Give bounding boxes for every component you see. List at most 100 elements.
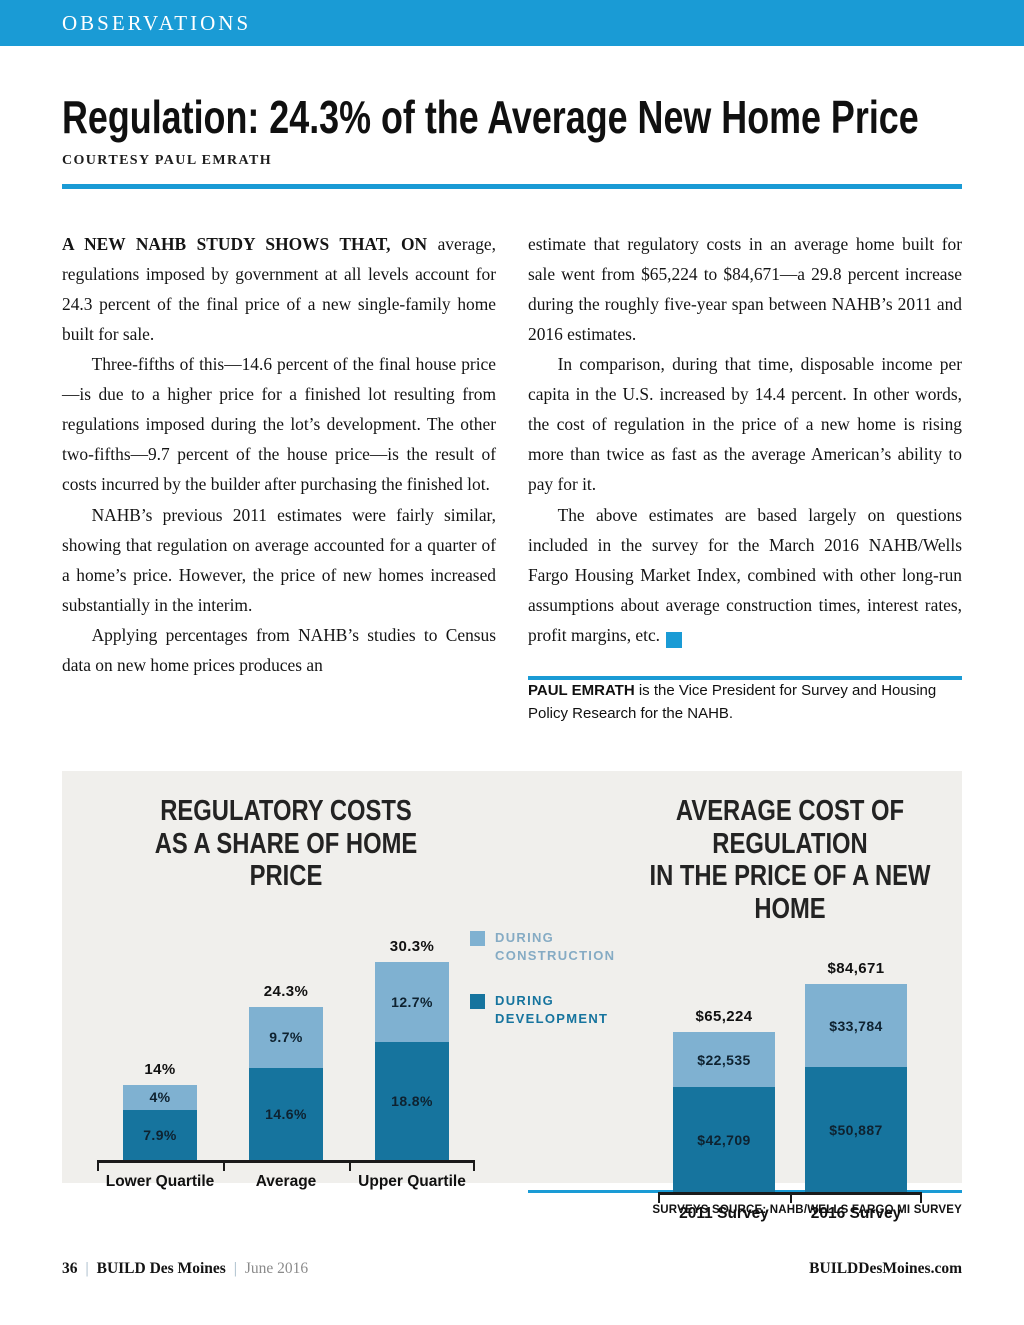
end-mark: B <box>666 632 704 649</box>
bio-rule <box>528 676 962 681</box>
legend-item-development: DURING DEVELOPMENT <box>470 992 615 1028</box>
bar-total-label: 30.3% <box>389 937 435 955</box>
lead-in: A NEW NAHB STUDY SHOWS THAT, ON <box>62 233 428 254</box>
source-note: SURVEYS SOURCE: NAHB/WELLS FARGO MI SURV… <box>652 1204 962 1217</box>
chart-title-line: AVERAGE COST OF REGULATION <box>675 795 905 860</box>
legend-label-construction: DURING CONSTRUCTION <box>495 929 615 965</box>
byline: COURTESY PAUL EMRATH <box>62 152 273 168</box>
bars-area: 14% 4% 7.9% 24.3% 9.7% 14.6% 30.3% 12.7% 18.8% <box>97 909 475 1171</box>
bar-column: 24.3% 9.7% 14.6% <box>223 909 349 1160</box>
category-label: 2011 Survey <box>679 1205 769 1222</box>
footer-separator: | <box>233 1260 237 1278</box>
legend-swatch-construction <box>470 931 485 947</box>
chart-title-line: AS A SHARE OF HOME PRICE <box>154 827 418 893</box>
bar-segment-top: 9.7% <box>249 1006 323 1068</box>
bar-segment-value: $22,535 <box>697 1051 751 1068</box>
bar-segment-value: $42,709 <box>697 1131 751 1148</box>
bar-total-label: 14% <box>144 1060 176 1078</box>
bars-area: $65,224 $22,535 $42,709 $84,671 $33,784 $50,8… <box>658 941 922 1203</box>
bar-segment-top: $22,535 <box>673 1032 775 1087</box>
page-footer: 36 | BUILD Des Moines | June 2016 BUILDDesMo… <box>62 1260 962 1278</box>
bar-segment-value: 7.9% <box>143 1126 177 1143</box>
bar-segment-value: 18.8% <box>391 1092 433 1109</box>
bar-column: 30.3% 12.7% 18.8% <box>349 909 475 1160</box>
bar-column: 14% 4% 7.9% <box>97 909 223 1160</box>
issue-date: June 2016 <box>244 1260 309 1278</box>
plot-area: $65,224 $22,535 $42,709 $84,671 $33,784 $50,8… <box>618 941 962 1223</box>
chart-title: REGULATORY COSTS AS A SHARE OF HOME PRIC… <box>127 795 445 892</box>
closing-text: The above estimates are based largely on… <box>528 504 962 646</box>
lead-text: average, regulations imposed by governme… <box>62 233 496 344</box>
bar-segment-top: 4% <box>123 1084 197 1110</box>
axis-tick <box>920 1195 922 1203</box>
bar-segment-value: 9.7% <box>269 1029 303 1046</box>
plot-area: 14% 4% 7.9% 24.3% 9.7% 14.6% 30.3% 12.7% 18.8% L… <box>92 909 480 1191</box>
axis-tick <box>473 1162 475 1171</box>
bar-segment-bottom: 18.8% <box>375 1041 449 1160</box>
bar-segment-bottom: $42,709 <box>673 1087 775 1192</box>
chart-legend: DURING CONSTRUCTION DURING DEVELOPMENT <box>470 929 615 1028</box>
legend-line: DURING <box>495 992 555 1008</box>
charts-panel: REGULATORY COSTS AS A SHARE OF HOME PRIC… <box>62 771 962 1222</box>
bar-column: $84,671 $33,784 $50,887 <box>790 941 922 1192</box>
paragraph: In comparison, during that time, disposa… <box>528 354 962 495</box>
section-banner: OBSERVATIONS <box>0 0 1024 46</box>
legend-line: DEVELOPMENT <box>495 1010 609 1026</box>
author-bio-text: is the Vice President for Survey and Hou… <box>528 682 937 722</box>
axis-tick <box>223 1162 225 1171</box>
bar-segment-bottom: 7.9% <box>123 1109 197 1160</box>
article-body: A NEW NAHB STUDY SHOWS THAT, ON average,… <box>62 229 962 726</box>
paragraph-continuation: estimate that regulatory costs in an ave… <box>528 233 962 344</box>
bar-segment-value: 4% <box>149 1089 171 1106</box>
bar-segment-top: $33,784 <box>805 984 907 1067</box>
author-bio: PAUL EMRATH is the Vice President for Su… <box>528 680 962 725</box>
bar-total-label: $84,671 <box>827 960 885 977</box>
axis-tick <box>658 1195 660 1203</box>
chart-title-line: IN THE PRICE OF A NEW HOME <box>649 860 931 925</box>
bar-total-label: 24.3% <box>263 982 309 1000</box>
legend-item-construction: DURING CONSTRUCTION <box>470 929 615 965</box>
title-rule <box>62 183 962 189</box>
paragraph: Applying percentages from NAHB’s studies… <box>62 625 496 676</box>
category-labels: Lower Quartile Average Upper Quartile <box>97 1163 475 1191</box>
footer-right: BUILDDesMoines.com <box>809 1260 962 1278</box>
bar-segment-value: $50,887 <box>829 1121 883 1138</box>
paragraph: Three-fifths of this—14.6 percent of the… <box>62 354 496 495</box>
category-label: Upper Quartile <box>358 1172 466 1190</box>
bar-segment-bottom: $50,887 <box>805 1067 907 1192</box>
paragraph: NAHB’s previous 2011 estimates were fair… <box>62 504 496 615</box>
footer-separator: | <box>85 1260 89 1278</box>
chart-title-line: REGULATORY COSTS <box>160 795 412 828</box>
bar-segment-value: 14.6% <box>265 1105 307 1122</box>
legend-label-development: DURING DEVELOPMENT <box>495 992 608 1028</box>
website-url: BUILDDesMoines.com <box>809 1260 962 1278</box>
article-title: Regulation: 24.3% of the Average New Hom… <box>62 91 919 143</box>
bar-segment-value: $33,784 <box>829 1017 883 1034</box>
chart-regulatory-costs: REGULATORY COSTS AS A SHARE OF HOME PRIC… <box>92 795 480 1190</box>
bar-segment-bottom: 14.6% <box>249 1067 323 1160</box>
bar-segment-value: 12.7% <box>391 993 433 1010</box>
category-label: Lower Quartile <box>105 1172 215 1190</box>
legend-line: DURING <box>495 930 555 946</box>
right-column: estimate that regulatory costs in an ave… <box>528 229 962 726</box>
chart-average-cost: AVERAGE COST OF REGULATION IN THE PRICE … <box>618 795 962 1223</box>
category-label: Average <box>255 1172 317 1190</box>
bar-total-label: $65,224 <box>695 1008 753 1025</box>
page-number: 36 <box>62 1260 78 1278</box>
legend-line: CONSTRUCTION <box>495 948 616 964</box>
axis-tick <box>349 1162 351 1171</box>
bar-column: $65,224 $22,535 $42,709 <box>658 941 790 1192</box>
category-labels: 2011 Survey 2016 Survey <box>658 1195 922 1223</box>
category-label: 2016 Survey <box>810 1205 902 1222</box>
footer-left: 36 | BUILD Des Moines | June 2016 <box>62 1260 308 1278</box>
author-name: PAUL EMRATH <box>528 682 635 700</box>
publication-name: BUILD Des Moines <box>96 1260 226 1278</box>
axis-tick <box>97 1162 99 1171</box>
closing-paragraph: The above estimates are based largely on… <box>528 500 962 651</box>
lead-paragraph: A NEW NAHB STUDY SHOWS THAT, ON average,… <box>62 229 496 349</box>
legend-swatch-development <box>470 993 485 1009</box>
chart-title: AVERAGE COST OF REGULATION IN THE PRICE … <box>649 795 931 925</box>
section-title: OBSERVATIONS <box>62 10 252 35</box>
bar-segment-top: 12.7% <box>375 961 449 1042</box>
axis-tick <box>790 1195 792 1203</box>
